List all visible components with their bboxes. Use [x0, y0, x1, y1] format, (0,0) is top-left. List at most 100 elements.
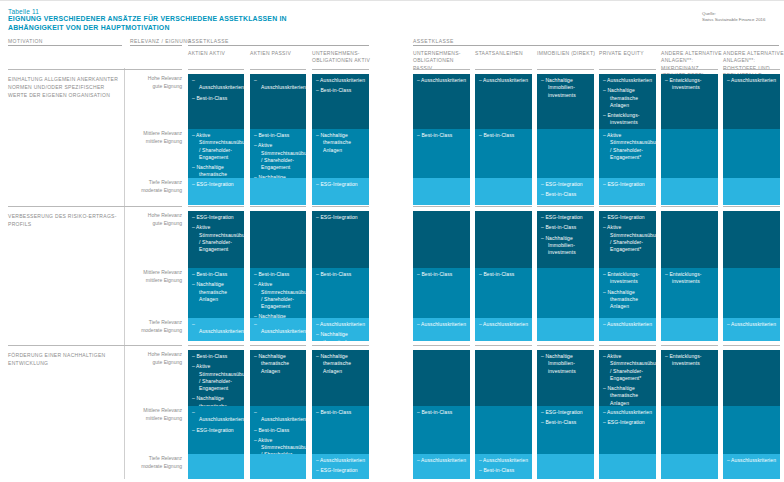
- relevance-label: Hohe Relevanzgute Eignung: [102, 351, 182, 366]
- column-header: PRIVATE EQUITY: [599, 50, 660, 57]
- cell-r1-c4-high: Ausschlusskriterien: [413, 74, 470, 129]
- cell-r2-c4-low: Ausschlusskriterien: [413, 318, 470, 341]
- approach-label: Best-in-Class: [254, 427, 303, 434]
- cell-r2-c2-high: [250, 211, 306, 268]
- approach-label: Best-in-Class: [541, 191, 591, 198]
- column-separator: [188, 206, 244, 207]
- relevance-line1: Tiefe Relevanz: [102, 455, 182, 463]
- cell-r3-c1-high: Best-in-ClassAktive Stimmrechtsausübung …: [188, 350, 244, 406]
- column-separator: [312, 345, 369, 346]
- approach-label: ESG-Integration: [541, 181, 591, 188]
- approach-label: Aktive Stimmrechtsausübung / Shareholder…: [192, 224, 241, 253]
- header-motivation: MOTIVATION: [8, 38, 43, 44]
- approach-label: Ausschlusskriterien: [417, 457, 467, 464]
- column-separator: [413, 206, 470, 207]
- column-header: AKTIEN AKTIV: [188, 50, 248, 57]
- column-separator: [250, 69, 306, 70]
- cell-r2-c9-low: Ausschlusskriterien: [723, 318, 780, 341]
- approach-label: Ausschlusskriterien: [192, 321, 241, 336]
- approach-label: Best-in-Class: [254, 132, 303, 139]
- relevance-line1: Mittlere Relevanz: [102, 269, 182, 277]
- relevance-line1: Tiefe Relevanz: [102, 179, 182, 187]
- column-separator: [250, 345, 306, 346]
- approach-label: Ausschlusskriterien: [316, 457, 366, 464]
- approach-label: Nachhaltige thematische Anlagen: [316, 132, 366, 154]
- column-separator: [475, 345, 532, 346]
- cell-r1-c6-medium: [537, 129, 594, 178]
- approach-label: ESG-Integration: [603, 181, 653, 188]
- approach-label: Best-in-Class: [316, 87, 366, 94]
- approach-label: Nachhaltige thematische Anlagen: [192, 164, 241, 178]
- cell-r1-c6-low: ESG-Integration Best-in-Class: [537, 178, 594, 205]
- column-separator: [599, 345, 656, 346]
- approach-label: Best-in-Class: [192, 95, 241, 102]
- cell-r2-c6-high: ESG-IntegrationBest-in-ClassNachhaltige …: [537, 211, 594, 268]
- approach-label: Best-in-Class: [541, 419, 591, 426]
- cell-r3-c2-medium: AusschlusskriterienBest-in-ClassAktive S…: [250, 406, 306, 454]
- cell-r2-c7-low: Ausschlusskriterien: [599, 318, 656, 341]
- cell-r3-c5-medium: [475, 406, 532, 454]
- approach-label: Aktive Stimmrechtsausübung / Shareholder…: [192, 363, 241, 392]
- column-header: IMMOBILIEN (DIREKT): [537, 50, 598, 57]
- approach-label: Ausschlusskriterien: [479, 457, 529, 464]
- approach-label: Aktive Stimmrechtsausübung / Shareholder…: [603, 132, 653, 161]
- approach-label: Entwicklungs-investments: [665, 77, 715, 92]
- approach-label: ESG-Integration: [192, 181, 241, 188]
- column-separator: [312, 206, 369, 207]
- cell-r1-c9-medium: [723, 129, 780, 178]
- approach-label: Nachhaltige thematische Anlagen: [316, 353, 366, 375]
- approach-label: Ausschlusskriterien: [603, 321, 653, 328]
- relevance-line1: Hohe Relevanz: [102, 75, 182, 83]
- cell-r1-c1-medium: Aktive Stimmrechtsausübung / Shareholder…: [188, 129, 244, 178]
- approach-label: Ausschlusskriterien: [479, 321, 529, 328]
- approach-label: Entwicklungs-investments: [603, 112, 653, 127]
- column-separator: [250, 206, 306, 207]
- approach-label: ESG-Integration: [603, 214, 653, 221]
- cell-r2-c5-high: [475, 211, 532, 268]
- column-separator: [537, 69, 594, 70]
- source-text: Swiss Sustainable Finance 2016: [702, 17, 765, 23]
- source-note: Quelle: Swiss Sustainable Finance 2016: [702, 11, 765, 24]
- cell-r1-c8-low: [661, 178, 718, 205]
- cell-r3-c6-low: [537, 454, 594, 479]
- cell-r3-c2-high: Nachhaltige thematische Anlagen: [250, 350, 306, 406]
- approach-label: Best-in-Class: [479, 132, 529, 139]
- cell-r3-c6-high: Nachhaltige Immobilien-investments: [537, 350, 594, 406]
- cell-r3-c8-medium: [661, 406, 718, 454]
- column-header: STAATSANLEIHEN: [475, 50, 536, 57]
- row-separator: [8, 69, 182, 70]
- relevance-line2: mittlere Eignung: [102, 415, 182, 423]
- cell-r3-c8-low: [661, 454, 718, 479]
- column-separator: [188, 69, 244, 70]
- cell-r2-c9-medium: [723, 268, 780, 318]
- cell-r2-c1-medium: Best-in-ClassNachhaltige thematische Anl…: [188, 268, 244, 318]
- approach-label: Nachhaltige thematische Anlagen: [603, 87, 653, 109]
- approach-label: Ausschlusskriterien: [254, 321, 303, 336]
- cell-r1-c7-low: ESG-Integration: [599, 178, 656, 205]
- cell-r2-c4-medium: Best-in-Class: [413, 268, 470, 318]
- cell-r3-c7-high: Aktive Stimmrechtsausübung / Shareholder…: [599, 350, 656, 406]
- cell-r2-c3-medium: Best-in-Class: [312, 268, 369, 318]
- relevance-label: Tiefe Relevanzmoderate Eignung: [102, 455, 182, 470]
- approach-label: Best-in-Class: [417, 271, 467, 278]
- relevance-line2: gute Eignung: [102, 359, 182, 367]
- header-rule-relevance: [130, 45, 182, 46]
- approach-label: Best-in-Class: [192, 271, 241, 278]
- cell-r3-c4-medium: Best-in-Class: [413, 406, 470, 454]
- column-separator: [599, 69, 656, 70]
- column-separator: [475, 206, 532, 207]
- row-separator: [8, 206, 182, 207]
- approach-label: Best-in-Class: [417, 132, 467, 139]
- approach-label: ESG-Integration: [541, 214, 591, 221]
- cell-r1-c3-low: ESG-Integration: [312, 178, 369, 205]
- approach-label: Entwicklungs-investments: [603, 271, 653, 286]
- approach-label: Nachhaltige Immobilien-investments: [541, 353, 591, 375]
- approach-label: Ausschlusskriterien: [727, 457, 777, 464]
- approach-label: Ausschlusskriterien: [417, 77, 467, 84]
- approach-label: Aktive Stimmrechtsausübung / Shareholder…: [254, 437, 303, 454]
- cell-r1-c4-medium: Best-in-Class: [413, 129, 470, 178]
- cell-r3-c6-medium: ESG-IntegrationBest-in-Class: [537, 406, 594, 454]
- cell-r1-c2-low: [250, 178, 306, 205]
- relevance-line2: moderate Eignung: [102, 187, 182, 195]
- cell-r2-c9-high: [723, 211, 780, 268]
